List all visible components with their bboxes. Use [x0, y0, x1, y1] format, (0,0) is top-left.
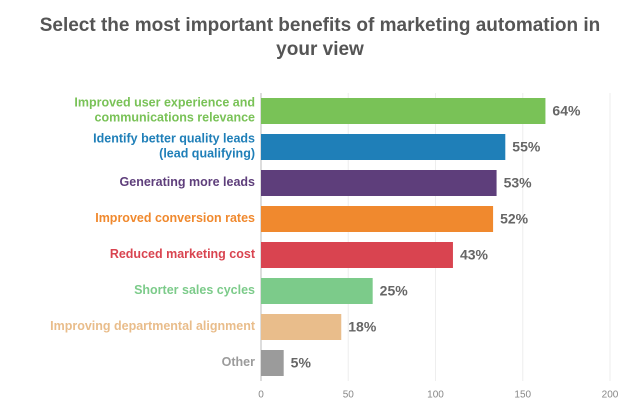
value-label: 43%: [460, 247, 489, 263]
bar: [261, 134, 506, 160]
category-label: Shorter sales cycles: [134, 283, 255, 297]
bar: [261, 98, 546, 124]
value-label: 5%: [291, 355, 312, 371]
bar: [261, 278, 373, 304]
value-label: 18%: [348, 319, 377, 335]
value-label: 53%: [504, 175, 533, 191]
category-label: Identify better quality leads (lead quali…: [93, 132, 255, 161]
category-label: Generating more leads: [120, 175, 256, 189]
category-label: Other: [222, 355, 255, 369]
x-tick-label: 200: [602, 390, 619, 401]
value-label: 64%: [552, 103, 581, 119]
bar: [261, 242, 453, 268]
bar: [261, 350, 284, 376]
category-label: Improving departmental alignment: [50, 319, 256, 333]
bar: [261, 314, 342, 340]
x-tick-label: 50: [343, 390, 355, 401]
category-label: Improved conversion rates: [95, 211, 255, 225]
x-tick-label: 0: [258, 390, 264, 401]
bar: [261, 206, 494, 232]
value-label: 52%: [500, 211, 529, 227]
x-tick-label: 150: [514, 390, 531, 401]
x-tick-label: 100: [427, 390, 444, 401]
chart-title: Select the most important benefits of ma…: [40, 15, 601, 60]
bar: [261, 170, 497, 196]
value-label: 25%: [380, 283, 409, 299]
category-label: Reduced marketing cost: [110, 247, 256, 261]
category-label: Improved user experience and communicatio…: [74, 96, 255, 125]
value-label: 55%: [512, 139, 541, 155]
